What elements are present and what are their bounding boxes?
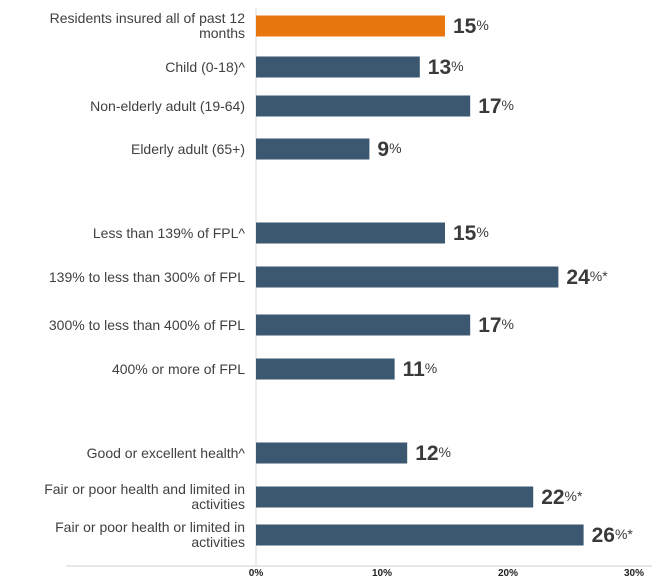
value-label-1: 13% (428, 57, 464, 79)
category-label-1: Child (0-18)^ (165, 59, 245, 75)
x-tick-label-3: 30% (623, 568, 645, 579)
value-number-4: 15 (453, 222, 477, 245)
value-number-8: 12 (415, 442, 439, 465)
value-suffix-5: %* (589, 268, 608, 284)
value-label-0: 15% (453, 16, 489, 38)
category-label-9: Fair or poor health and limited in activ… (44, 481, 245, 512)
value-label-8: 12% (415, 443, 451, 465)
value-label-6: 17% (478, 315, 514, 337)
value-suffix-0: % (476, 17, 489, 33)
category-label-0: Residents insured all of past 12 months (49, 10, 245, 41)
bar-10 (256, 524, 584, 546)
category-label-5: 139% to less than 300% of FPL (48, 269, 245, 285)
category-label-4: Less than 139% of FPL^ (92, 225, 245, 241)
value-label-7: 11% (403, 359, 438, 381)
bar-6 (256, 314, 471, 336)
value-number-10: 26 (591, 524, 615, 547)
value-suffix-1: % (451, 58, 464, 74)
bar-5 (256, 266, 559, 288)
value-number-3: 9 (377, 138, 390, 161)
value-label-2: 17% (478, 96, 514, 118)
bar-1 (256, 56, 420, 78)
bar-7 (256, 358, 395, 380)
value-suffix-4: % (476, 224, 489, 240)
value-label-5: 24%* (566, 267, 607, 289)
bar-3 (256, 138, 370, 160)
bar-0 (256, 15, 445, 37)
value-suffix-10: %* (614, 526, 633, 542)
category-label-10: Fair or poor health or limited in activi… (55, 519, 245, 550)
value-suffix-6: % (501, 316, 514, 332)
bar-2 (256, 95, 471, 117)
value-number-6: 17 (478, 314, 502, 337)
value-suffix-2: % (501, 97, 514, 113)
value-number-9: 22 (541, 486, 565, 509)
value-suffix-8: % (438, 444, 451, 460)
value-number-5: 24 (566, 266, 590, 289)
value-label-9: 22%* (541, 487, 582, 509)
bar-4 (256, 222, 445, 244)
x-tick-label-0: 0% (248, 568, 264, 579)
bars-group (256, 15, 584, 546)
value-label-3: 9% (377, 139, 401, 161)
category-label-2: Non-elderly adult (19-64) (90, 98, 245, 114)
value-suffix-7: % (424, 360, 438, 376)
value-number-2: 17 (478, 95, 502, 118)
bar-9 (256, 486, 534, 508)
category-label-8: Good or excellent health^ (86, 445, 245, 461)
value-suffix-3: % (389, 140, 402, 156)
category-label-6: 300% to less than 400% of FPL (48, 317, 245, 333)
value-label-10: 26%* (592, 525, 633, 547)
category-label-7: 400% or more of FPL (111, 361, 245, 377)
value-number-7: 11 (402, 358, 425, 381)
category-label-3: Elderly adult (65+) (130, 141, 245, 157)
bar-8 (256, 442, 408, 464)
value-label-4: 15% (453, 223, 489, 245)
value-number-1: 13 (427, 56, 452, 79)
x-tick-label-2: 20% (497, 568, 519, 579)
x-tick-label-1: 10% (371, 568, 393, 579)
value-number-0: 15 (453, 15, 477, 38)
value-suffix-9: %* (564, 488, 583, 504)
